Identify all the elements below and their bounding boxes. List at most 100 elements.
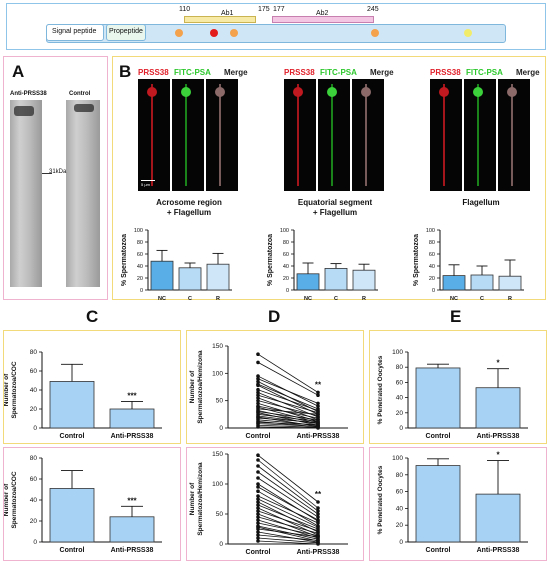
data-point bbox=[316, 393, 320, 398]
micro-caption-line2: + Flagellum bbox=[166, 208, 212, 217]
ab2-region bbox=[272, 16, 374, 23]
y-tick-label: 20 bbox=[396, 410, 404, 417]
bar bbox=[206, 263, 230, 291]
paired-line bbox=[257, 394, 319, 414]
panel-b-letter: B bbox=[119, 62, 132, 81]
panel-d-top bbox=[186, 330, 364, 444]
y-tick-label: 80 bbox=[137, 240, 143, 246]
data-point bbox=[256, 506, 260, 510]
bar bbox=[498, 275, 522, 291]
y-tick-label: 60 bbox=[396, 489, 404, 496]
y-tick-label: 100 bbox=[426, 228, 435, 234]
y-tick-label: 20 bbox=[30, 406, 38, 413]
x-tick-label: Anti-PRSS38 bbox=[297, 433, 340, 440]
propeptide-segment bbox=[106, 24, 146, 41]
micro-image-2-2 bbox=[318, 79, 350, 191]
paired-line bbox=[257, 471, 319, 515]
y-axis-label: Number of bbox=[3, 373, 10, 406]
paired-line bbox=[257, 415, 319, 425]
micro-caption: Flagellum bbox=[462, 198, 500, 207]
site-dot-4 bbox=[371, 29, 379, 37]
marker-31kda-line bbox=[42, 173, 52, 174]
protein-schematic-panel bbox=[6, 3, 546, 50]
micro-image-3-3 bbox=[498, 79, 530, 191]
bar bbox=[352, 269, 376, 291]
paired-line bbox=[257, 510, 319, 532]
paired-line bbox=[257, 424, 319, 428]
paired-line bbox=[257, 490, 319, 527]
data-point bbox=[316, 401, 320, 406]
data-point bbox=[256, 527, 260, 531]
y-tick-label: 100 bbox=[280, 228, 289, 234]
y-tick-label: 0 bbox=[286, 288, 289, 294]
significance-marker: *** bbox=[127, 496, 137, 505]
micro-caption: Equatorial segment bbox=[297, 198, 373, 207]
panel-d-bottom bbox=[186, 447, 364, 561]
panel-a bbox=[3, 56, 108, 300]
y-tick-label: 80 bbox=[429, 240, 435, 246]
panel-c-top bbox=[3, 330, 181, 444]
y-tick-label: 0 bbox=[33, 539, 37, 546]
x-tick-label: Anti-PRSS38 bbox=[297, 549, 340, 556]
x-tick-label: NC bbox=[450, 296, 458, 302]
paired-line bbox=[257, 383, 319, 410]
y-tick-label: 40 bbox=[429, 264, 435, 270]
data-point bbox=[256, 530, 260, 534]
bar bbox=[475, 493, 521, 543]
x-tick-label: Control bbox=[426, 433, 451, 440]
y-tick-label: 60 bbox=[30, 476, 38, 483]
paired-line bbox=[257, 540, 319, 545]
significance-marker: * bbox=[496, 451, 500, 460]
panel-d-letter: D bbox=[268, 307, 281, 326]
y-tick-label: 20 bbox=[137, 276, 143, 282]
paired-line bbox=[257, 362, 319, 396]
x-tick-label: Control bbox=[426, 547, 451, 554]
bar bbox=[150, 260, 174, 291]
data-point bbox=[256, 374, 260, 378]
data-point bbox=[316, 412, 320, 417]
micro-image-2-1 bbox=[284, 79, 316, 191]
data-point bbox=[256, 387, 260, 392]
panel-e-letter: E bbox=[450, 307, 462, 326]
bar bbox=[442, 275, 466, 291]
bar bbox=[296, 273, 320, 291]
y-tick-label: 20 bbox=[396, 522, 404, 529]
y-tick-label: 60 bbox=[283, 252, 289, 258]
y-axis-label: % Penetrated Oocytes bbox=[377, 355, 384, 424]
panel-b bbox=[112, 56, 546, 300]
y-tick-label: 0 bbox=[399, 425, 403, 432]
paired-line bbox=[257, 534, 319, 541]
lane-label-control: Control bbox=[69, 91, 91, 97]
significance-marker: ** bbox=[315, 380, 322, 389]
paired-line bbox=[257, 465, 319, 512]
band-dark-2 bbox=[74, 104, 94, 112]
paired-line bbox=[257, 498, 319, 528]
data-point bbox=[256, 398, 260, 403]
y-axis-label: % Penetrated Oocytes bbox=[377, 465, 384, 534]
data-point bbox=[256, 500, 260, 504]
paired-line bbox=[257, 422, 319, 426]
x-tick-label: C bbox=[334, 296, 338, 302]
x-tick-label: Anti-PRSS38 bbox=[111, 547, 154, 554]
site-dot-5 bbox=[464, 29, 472, 37]
y-axis-label: Spermatozoa/Hemizona bbox=[197, 350, 204, 424]
paired-line bbox=[257, 378, 319, 404]
y-tick-label: 150 bbox=[212, 451, 223, 458]
data-point bbox=[256, 396, 260, 400]
data-point bbox=[256, 425, 260, 429]
x-tick-label: Control bbox=[60, 547, 85, 554]
y-axis-label: Number of bbox=[3, 483, 10, 516]
y-tick-label: 0 bbox=[399, 539, 403, 546]
x-tick-label: Anti-PRSS38 bbox=[477, 547, 520, 554]
y-tick-label: 80 bbox=[30, 455, 38, 462]
significance-marker: ** bbox=[315, 490, 322, 499]
micro-image-2-3 bbox=[352, 79, 384, 191]
bar bbox=[49, 488, 95, 543]
micro-image-1-2 bbox=[172, 79, 204, 191]
paired-line bbox=[257, 531, 319, 543]
micro-header-merge: Merge bbox=[224, 68, 248, 77]
data-point bbox=[256, 539, 260, 543]
western-blot-lane-2 bbox=[66, 100, 100, 287]
data-point bbox=[316, 500, 320, 504]
ab2-label: Ab2 bbox=[316, 10, 329, 17]
